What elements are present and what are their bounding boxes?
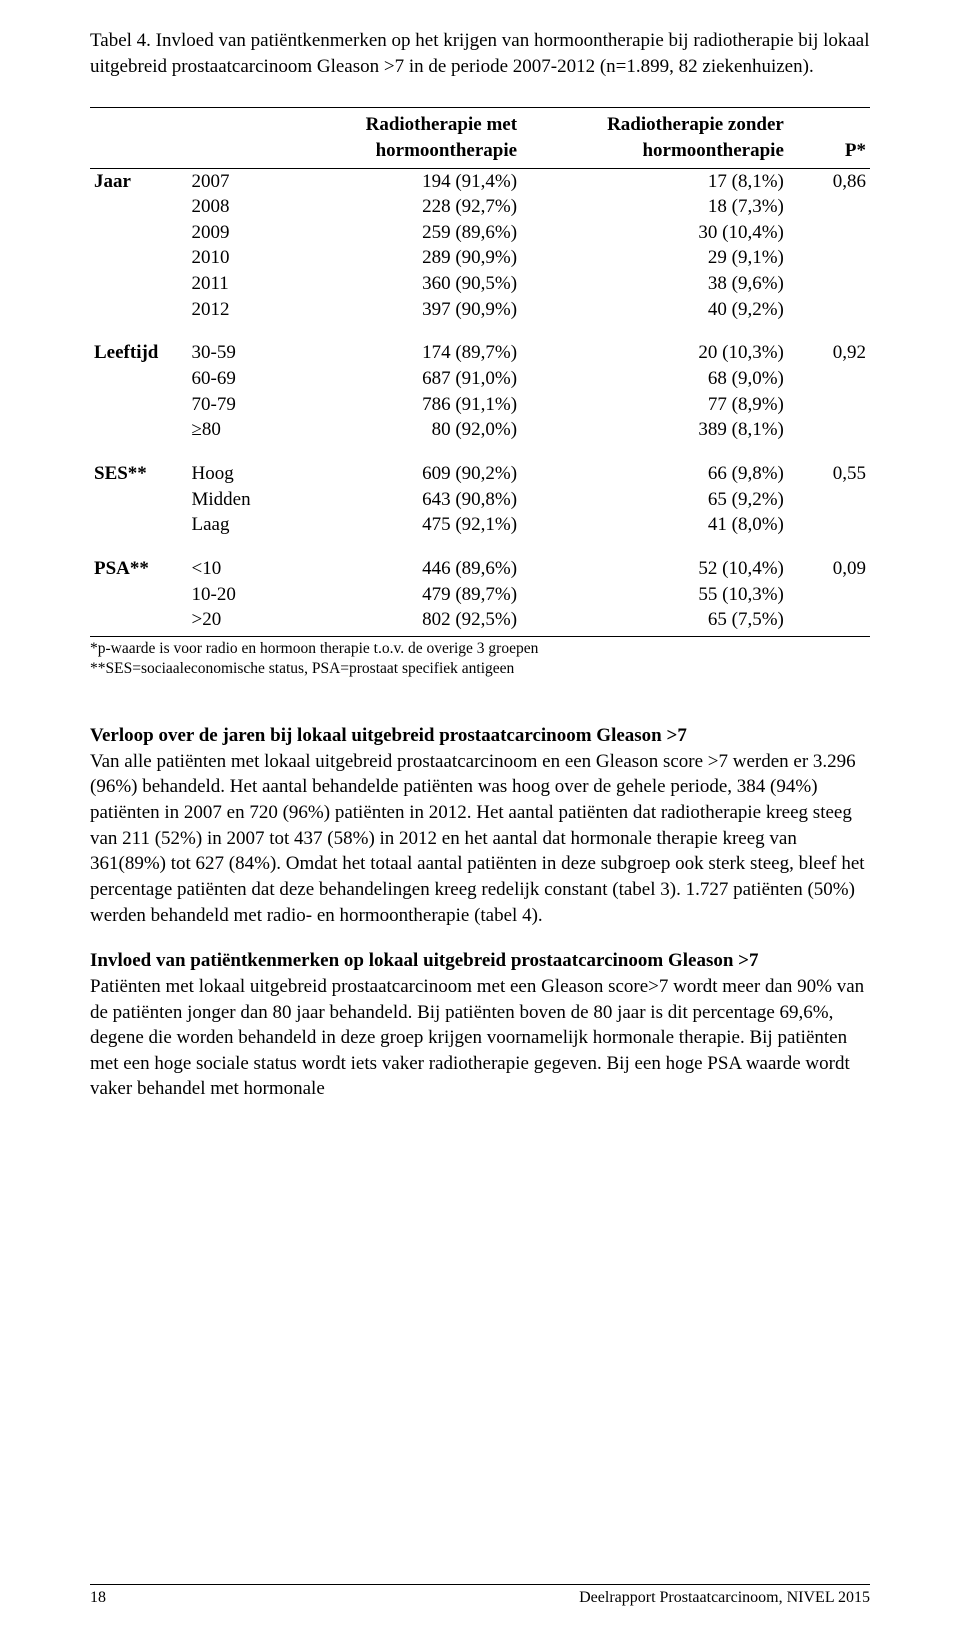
cell-p: 0,55 (788, 461, 870, 487)
cell-p: 0,92 (788, 340, 870, 366)
cell-a: 786 (91,1%) (285, 392, 521, 418)
cell-cat: >20 (188, 607, 286, 636)
cell-cat: 2007 (188, 168, 286, 194)
cell-a: 609 (90,2%) (285, 461, 521, 487)
cell-b: 30 (10,4%) (521, 220, 788, 246)
header-blank-1 (90, 108, 188, 168)
cell-cat: 60-69 (188, 366, 286, 392)
cell-cat: 2009 (188, 220, 286, 246)
cell-a: 228 (92,7%) (285, 194, 521, 220)
paragraph-1: Verloop over de jaren bij lokaal uitgebr… (90, 723, 870, 928)
cell-b: 40 (9,2%) (521, 297, 788, 323)
header-col3-line1: Radiotherapie zonder (607, 114, 784, 135)
header-blank-2 (188, 108, 286, 168)
cell-cat: Hoog (188, 461, 286, 487)
cell-cat: 70-79 (188, 392, 286, 418)
footnote-line-1: *p-waarde is voor radio en hormoon thera… (90, 640, 538, 657)
cell-cat: 30-59 (188, 340, 286, 366)
header-col2-line1: Radiotherapie met (366, 114, 517, 135)
cell-a: 289 (90,9%) (285, 245, 521, 271)
page-footer: 18 Deelrapport Prostaatcarcinoom, NIVEL … (90, 1584, 870, 1607)
cell-b: 41 (8,0%) (521, 512, 788, 538)
header-col2-line2: hormoontherapie (376, 140, 517, 161)
cell-cat: 2011 (188, 271, 286, 297)
table-caption: Tabel 4. Invloed van patiëntkenmerken op… (90, 28, 870, 79)
group-jaar: Jaar 2007 194 (91,4%) 17 (8,1%) 0,86 200… (90, 168, 870, 322)
footer-page-number: 18 (90, 1589, 106, 1607)
group-ses: SES** Hoog 609 (90,2%) 66 (9,8%) 0,55 Mi… (90, 461, 870, 538)
header-col3-line2: hormoontherapie (642, 140, 783, 161)
footnote-line-2: **SES=sociaaleconomische status, PSA=pro… (90, 660, 514, 677)
group-psa: PSA** <10 446 (89,6%) 52 (10,4%) 0,09 10… (90, 556, 870, 636)
group-label: SES** (90, 461, 188, 487)
cell-b: 55 (10,3%) (521, 582, 788, 608)
header-col-with: Radiotherapie met hormoontherapie (285, 108, 521, 168)
paragraph-2-body: Patiënten met lokaal uitgebreid prostaat… (90, 976, 864, 1100)
data-table: Radiotherapie met hormoontherapie Radiot… (90, 107, 870, 637)
header-col-p: P* (788, 108, 870, 168)
cell-a: 174 (89,7%) (285, 340, 521, 366)
cell-a: 802 (92,5%) (285, 607, 521, 636)
cell-b: 38 (9,6%) (521, 271, 788, 297)
cell-b: 65 (9,2%) (521, 487, 788, 513)
paragraph-1-heading: Verloop over de jaren bij lokaal uitgebr… (90, 725, 687, 746)
cell-a: 446 (89,6%) (285, 556, 521, 582)
group-label: Jaar (90, 168, 188, 194)
cell-b: 68 (9,0%) (521, 366, 788, 392)
cell-b: 66 (9,8%) (521, 461, 788, 487)
cell-p: 0,86 (788, 168, 870, 194)
cell-a: 194 (91,4%) (285, 168, 521, 194)
cell-cat: 2008 (188, 194, 286, 220)
cell-a: 397 (90,9%) (285, 297, 521, 323)
cell-cat: 2010 (188, 245, 286, 271)
cell-a: 479 (89,7%) (285, 582, 521, 608)
cell-a: 259 (89,6%) (285, 220, 521, 246)
cell-cat: Midden (188, 487, 286, 513)
paragraph-1-body: Van alle patiënten met lokaal uitgebreid… (90, 751, 865, 926)
cell-b: 29 (9,1%) (521, 245, 788, 271)
cell-a: 360 (90,5%) (285, 271, 521, 297)
cell-a: 80 (92,0%) (285, 417, 521, 443)
cell-b: 65 (7,5%) (521, 607, 788, 636)
group-label: Leeftijd (90, 340, 188, 366)
group-label: PSA** (90, 556, 188, 582)
cell-cat: <10 (188, 556, 286, 582)
cell-b: 17 (8,1%) (521, 168, 788, 194)
cell-p: 0,09 (788, 556, 870, 582)
cell-b: 52 (10,4%) (521, 556, 788, 582)
cell-cat: 10-20 (188, 582, 286, 608)
cell-cat: Laag (188, 512, 286, 538)
paragraph-2-heading: Invloed van patiëntkenmerken op lokaal u… (90, 950, 758, 971)
cell-b: 77 (8,9%) (521, 392, 788, 418)
cell-b: 18 (7,3%) (521, 194, 788, 220)
header-col-without: Radiotherapie zonder hormoontherapie (521, 108, 788, 168)
cell-b: 389 (8,1%) (521, 417, 788, 443)
cell-b: 20 (10,3%) (521, 340, 788, 366)
cell-cat: ≥80 (188, 417, 286, 443)
group-leeftijd: Leeftijd 30-59 174 (89,7%) 20 (10,3%) 0,… (90, 340, 870, 443)
footer-doc-title: Deelrapport Prostaatcarcinoom, NIVEL 201… (579, 1589, 870, 1607)
cell-a: 475 (92,1%) (285, 512, 521, 538)
paragraph-2: Invloed van patiëntkenmerken op lokaal u… (90, 948, 870, 1102)
cell-a: 643 (90,8%) (285, 487, 521, 513)
table-footnote: *p-waarde is voor radio en hormoon thera… (90, 639, 870, 679)
cell-a: 687 (91,0%) (285, 366, 521, 392)
cell-cat: 2012 (188, 297, 286, 323)
